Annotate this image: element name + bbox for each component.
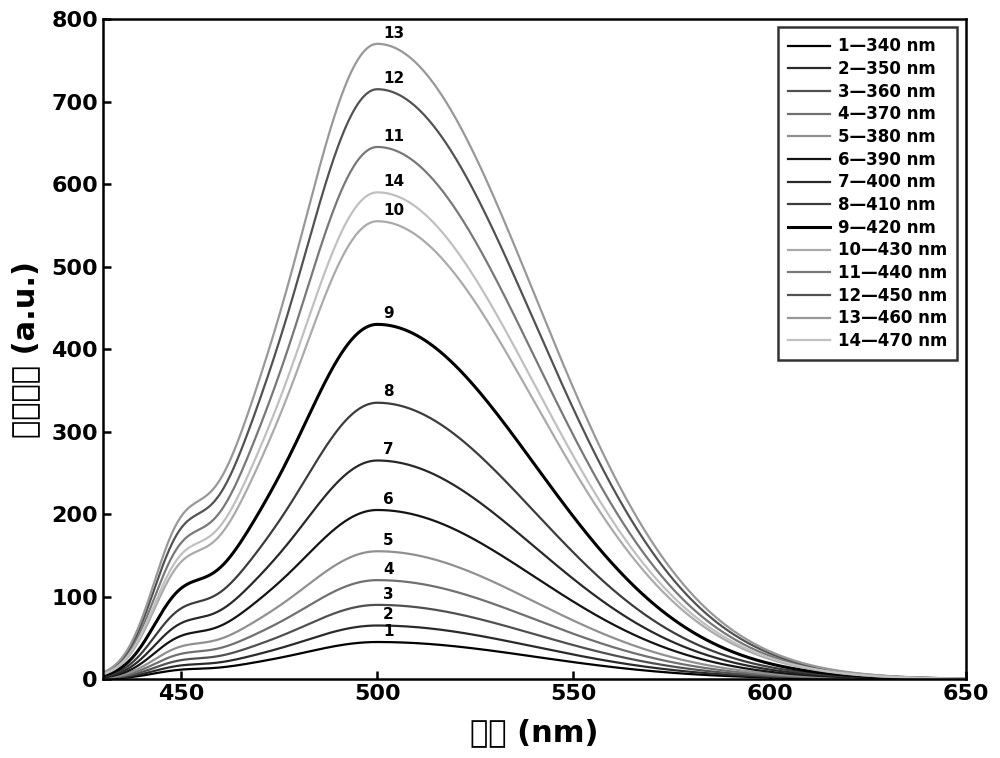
Text: 1: 1 [383, 624, 394, 639]
X-axis label: 波长 (nm): 波长 (nm) [470, 718, 598, 747]
Text: 13: 13 [383, 26, 404, 41]
Text: 14: 14 [383, 174, 404, 189]
Text: 10: 10 [383, 203, 404, 218]
Y-axis label: 荧光强度 (a.u.): 荧光强度 (a.u.) [11, 261, 40, 437]
Text: 2: 2 [383, 607, 394, 622]
Text: 9: 9 [383, 306, 394, 321]
Text: 4: 4 [383, 562, 394, 577]
Text: 7: 7 [383, 442, 394, 457]
Text: 6: 6 [383, 492, 394, 506]
Text: 5: 5 [383, 533, 394, 548]
Text: 3: 3 [383, 587, 394, 602]
Legend: 1—340 nm, 2—350 nm, 3—360 nm, 4—370 nm, 5—380 nm, 6—390 nm, 7—400 nm, 8—410 nm, : 1—340 nm, 2—350 nm, 3—360 nm, 4—370 nm, … [778, 27, 957, 360]
Text: 8: 8 [383, 384, 394, 399]
Text: 11: 11 [383, 129, 404, 144]
Text: 12: 12 [383, 71, 404, 86]
